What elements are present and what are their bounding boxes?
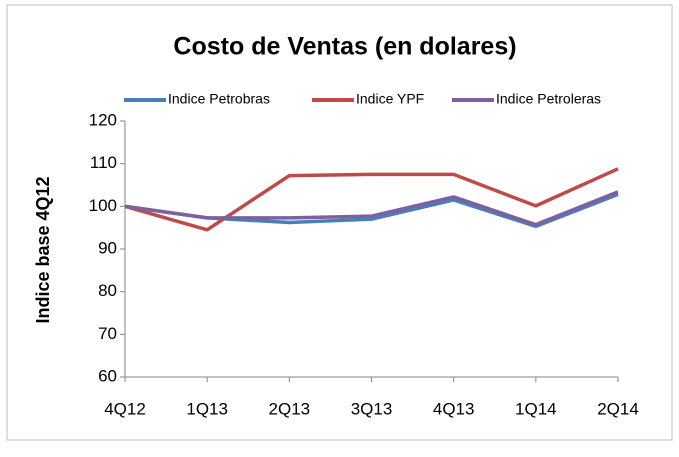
chart-title: Costo de Ventas (en dolares)	[173, 33, 516, 61]
y-tick-label: 110	[90, 153, 117, 172]
legend-label: Indice Petroleras	[496, 91, 601, 107]
x-tick-label: 4Q13	[433, 399, 475, 418]
x-tick-label: 1Q13	[186, 399, 228, 418]
y-tick-label: 80	[98, 281, 117, 300]
legend-label: Indice Petrobras	[168, 91, 270, 107]
x-tick-label: 2Q13	[269, 399, 311, 418]
y-tick-label: 60	[98, 366, 117, 385]
series-line	[124, 190, 619, 227]
legend-label: Indice YPF	[356, 91, 424, 107]
series-line	[124, 167, 619, 232]
y-tick-label: 90	[98, 238, 117, 257]
y-axis-label: Indice base 4Q12	[33, 176, 53, 323]
y-tick-label: 120	[89, 110, 117, 129]
y-tick-label: 100	[89, 196, 117, 215]
x-tick-label: 4Q12	[104, 399, 146, 418]
x-tick-label: 3Q13	[351, 399, 393, 418]
y-tick-label: 70	[98, 324, 117, 343]
x-tick-label: 2Q14	[597, 399, 639, 418]
x-tick-label: 1Q14	[515, 399, 557, 418]
chart-border	[6, 4, 673, 441]
